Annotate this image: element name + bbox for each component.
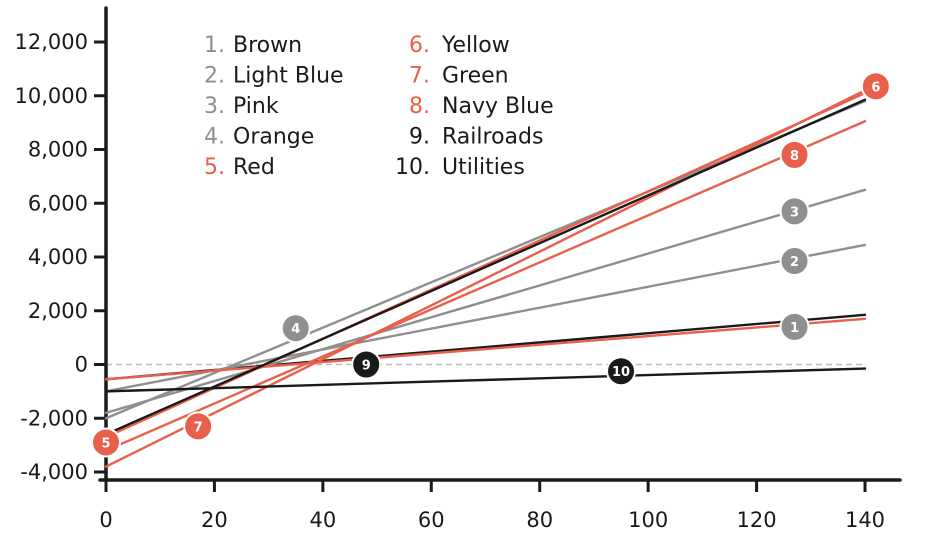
- legend-number-10: 10.: [395, 155, 430, 180]
- series-badge-label-6: 6: [871, 80, 880, 95]
- y-tick-label: 2,000: [28, 299, 88, 323]
- legend-number-5: 5.: [204, 155, 225, 180]
- series-badge-9: [351, 349, 382, 380]
- legend-label-9: Railroads: [442, 125, 543, 150]
- x-tick-label: 0: [99, 508, 112, 532]
- legend-label-1: Brown: [233, 33, 302, 58]
- series-line-8: [104, 120, 867, 452]
- series-badge-10: [606, 356, 637, 387]
- series-badge-label-1: 1: [790, 321, 799, 336]
- legend-label-2: Light Blue: [233, 64, 344, 89]
- series-badge-4: [280, 313, 311, 344]
- y-tick-label: 8,000: [28, 138, 88, 162]
- series-line-2: [104, 243, 867, 393]
- legend-number-1: 1.: [204, 33, 225, 58]
- series-badge-label-4: 4: [291, 322, 300, 337]
- series-badge-label-10: 10: [612, 365, 630, 380]
- legend-number-7: 7.: [409, 64, 430, 89]
- legend-number-9: 9.: [409, 125, 430, 150]
- x-tick-label: 20: [201, 508, 228, 532]
- x-tick-label: 40: [309, 508, 336, 532]
- series-line-9: [104, 98, 867, 436]
- legend: 1. Brown 2. Light Blue 3. Pink 4. Orange 5. Red 6.…: [204, 33, 554, 180]
- x-tick-label: 60: [418, 508, 445, 532]
- series-badge-2: [779, 246, 810, 277]
- series-badge-3: [779, 196, 810, 227]
- series-badge-label-5: 5: [101, 436, 110, 451]
- axes: -4,000-2,00002,0004,0006,0008,00010,0001…: [15, 6, 902, 532]
- x-tick-label: 120: [737, 508, 777, 532]
- series-badge-label-8: 8: [790, 149, 799, 164]
- legend-number-8: 8.: [409, 94, 430, 119]
- y-tick-label: 4,000: [28, 245, 88, 269]
- series-line-3: [104, 188, 867, 415]
- y-tick-label: 0: [75, 353, 88, 377]
- legend-number-3: 3.: [204, 94, 225, 119]
- series-badge-1: [779, 311, 810, 342]
- series-badge-label-3: 3: [790, 205, 799, 220]
- y-tick-label: -4,000: [20, 460, 88, 484]
- series-line-6: [104, 89, 867, 468]
- series-badge-5: [91, 427, 121, 458]
- series-badge-label-9: 9: [362, 359, 371, 374]
- series-line-7: [104, 317, 867, 381]
- series-line-10: [104, 367, 867, 393]
- legend-number-6: 6.: [409, 33, 430, 58]
- legend-label-3: Pink: [233, 94, 279, 119]
- series-badge-7: [183, 411, 214, 442]
- series-badge-8: [779, 139, 810, 170]
- series-badge-label-2: 2: [790, 255, 799, 270]
- series-badges: 1 2 3 4 5 6 7 8 9 10: [91, 71, 891, 458]
- legend-number-4: 4.: [204, 125, 225, 150]
- y-tick-label: 10,000: [15, 84, 88, 108]
- legend-label-5: Red: [233, 155, 275, 180]
- legend-label-8: Navy Blue: [442, 94, 554, 119]
- series-badge-label-7: 7: [194, 420, 203, 435]
- legend-label-10: Utilities: [442, 155, 525, 180]
- legend-label-7: Green: [442, 64, 509, 89]
- series-lines: [104, 89, 867, 468]
- legend-number-2: 2.: [204, 64, 225, 89]
- series-badge-6: [860, 71, 891, 102]
- y-tick-label: 6,000: [28, 191, 88, 215]
- x-tick-label: 100: [628, 508, 668, 532]
- legend-label-4: Orange: [233, 125, 314, 150]
- legend-label-6: Yellow: [441, 33, 510, 58]
- y-tick-label: -2,000: [20, 406, 88, 430]
- x-tick-label: 140: [845, 508, 885, 532]
- y-tick-label: 12,000: [15, 30, 88, 54]
- x-tick-label: 80: [526, 508, 553, 532]
